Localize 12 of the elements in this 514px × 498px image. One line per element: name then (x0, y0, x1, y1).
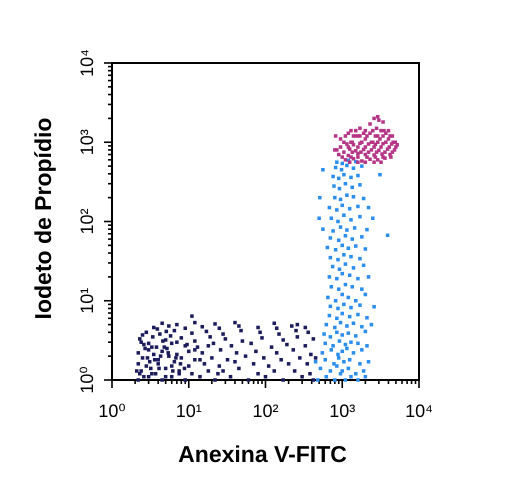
y-tick-label: 10⁰ (77, 366, 97, 394)
y-axis-title: Iodeto de Propídio (30, 118, 56, 320)
y-tick-label: 10³ (77, 129, 97, 156)
x-tick-label: 10¹ (176, 401, 202, 421)
y-tick-label: 10⁴ (77, 49, 97, 77)
x-axis-title: Anexina V-FITC (178, 441, 347, 467)
x-tick-label: 10⁴ (405, 401, 433, 421)
x-tick-label: 10⁰ (98, 401, 126, 421)
x-tick-label: 10³ (329, 401, 356, 421)
y-tick-label: 10¹ (77, 288, 97, 314)
x-tick-label: 10² (252, 401, 279, 421)
y-tick-label: 10² (77, 208, 97, 235)
